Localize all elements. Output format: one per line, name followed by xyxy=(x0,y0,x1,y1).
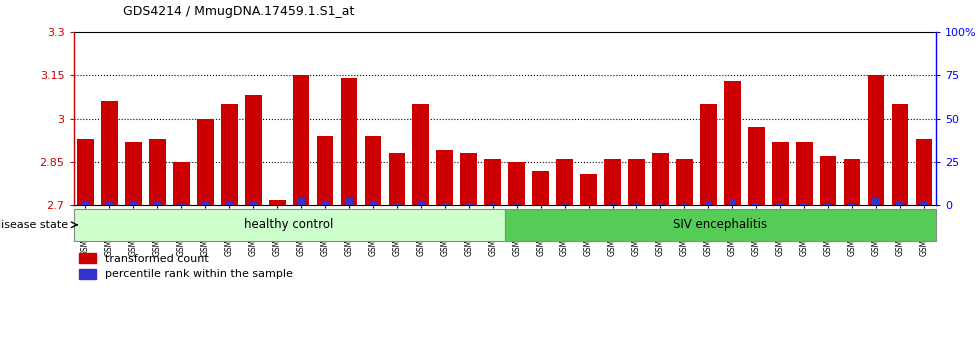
Bar xyxy=(680,204,688,205)
Bar xyxy=(557,159,573,205)
Bar xyxy=(317,136,333,205)
Text: healthy control: healthy control xyxy=(244,218,334,231)
Bar xyxy=(149,139,166,205)
Bar xyxy=(197,119,214,205)
Bar xyxy=(628,159,645,205)
Bar xyxy=(484,159,501,205)
Bar xyxy=(388,153,406,205)
Bar xyxy=(505,209,936,241)
Text: GDS4214 / MmugDNA.17459.1.S1_at: GDS4214 / MmugDNA.17459.1.S1_at xyxy=(122,5,354,18)
Bar xyxy=(561,204,568,205)
Bar xyxy=(249,201,257,205)
Bar xyxy=(461,153,477,205)
Bar xyxy=(369,202,376,205)
Bar xyxy=(269,200,285,205)
Bar xyxy=(676,159,693,205)
Bar xyxy=(413,104,429,205)
Bar xyxy=(154,202,161,205)
Bar xyxy=(345,199,353,205)
Bar xyxy=(604,159,621,205)
Bar xyxy=(172,162,190,205)
Bar xyxy=(652,153,668,205)
Bar xyxy=(896,201,904,205)
Bar xyxy=(417,202,424,205)
Bar xyxy=(245,96,262,205)
Bar xyxy=(321,202,329,205)
Bar xyxy=(819,156,837,205)
Bar xyxy=(441,203,449,205)
Text: SIV encephalitis: SIV encephalitis xyxy=(673,218,767,231)
Bar xyxy=(465,204,472,205)
Bar xyxy=(532,171,549,205)
Bar xyxy=(776,203,784,205)
Bar xyxy=(753,202,760,205)
Bar xyxy=(705,202,712,205)
Bar xyxy=(915,139,932,205)
Bar xyxy=(513,204,520,205)
Bar xyxy=(293,75,310,205)
Bar xyxy=(872,198,880,205)
Bar xyxy=(824,204,832,205)
Bar xyxy=(609,204,616,205)
Bar xyxy=(297,198,305,205)
Bar xyxy=(489,204,497,205)
Text: disease state: disease state xyxy=(0,220,69,230)
Bar xyxy=(844,159,860,205)
Bar xyxy=(849,204,856,205)
Bar xyxy=(77,139,94,205)
Bar xyxy=(341,78,358,205)
Bar xyxy=(393,204,401,205)
Legend: transformed count, percentile rank within the sample: transformed count, percentile rank withi… xyxy=(79,253,292,279)
Bar xyxy=(796,142,812,205)
Bar xyxy=(225,202,233,205)
Bar xyxy=(365,136,381,205)
Bar xyxy=(801,203,808,205)
Bar xyxy=(724,81,741,205)
Bar xyxy=(580,173,597,205)
Bar xyxy=(129,202,137,205)
Bar xyxy=(436,150,453,205)
Bar xyxy=(81,202,89,205)
Bar xyxy=(700,104,716,205)
Bar xyxy=(892,104,908,205)
Bar xyxy=(920,202,928,205)
Bar xyxy=(728,199,736,205)
Bar xyxy=(202,202,209,205)
Bar xyxy=(772,142,789,205)
Bar xyxy=(657,204,664,205)
Bar xyxy=(633,204,640,205)
Bar xyxy=(177,204,185,205)
Bar xyxy=(125,142,142,205)
Bar xyxy=(220,104,237,205)
Bar xyxy=(748,127,764,205)
Bar xyxy=(106,202,114,205)
Bar xyxy=(101,101,118,205)
Bar xyxy=(74,209,505,241)
Bar xyxy=(509,162,525,205)
Bar xyxy=(867,75,884,205)
